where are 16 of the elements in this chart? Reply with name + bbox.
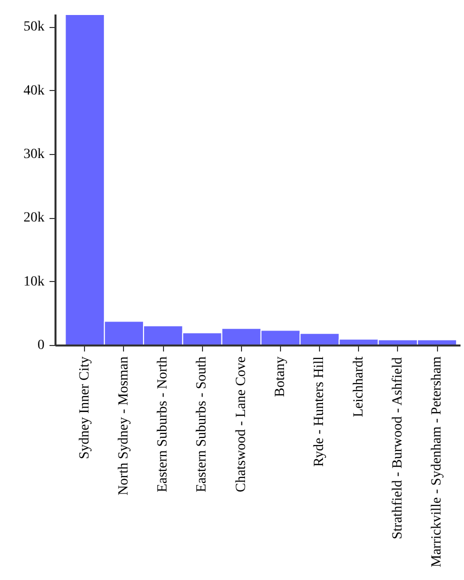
x-tick-label: Leichhardt (351, 356, 366, 418)
y-tick-label: 10k (24, 274, 44, 290)
x-tick-label: Botany (273, 356, 288, 397)
x-tick-label: North Sydney - Mosman (116, 356, 132, 496)
y-tick-label: 0 (38, 338, 44, 353)
y-tick-label: 20k (24, 210, 44, 226)
x-tick-label: Strathfield - Burwood - Ashfield (390, 357, 406, 540)
x-tick-label: Chatswood - Lane Cove (234, 356, 249, 492)
y-tick-label: 30k (24, 147, 44, 162)
y-tick-label: 40k (24, 83, 44, 98)
x-tick-label: Marrickville - Sydenham - Petersham (430, 356, 445, 568)
x-tick-label: Eastern Suburbs - South (194, 356, 210, 492)
x-tick-label: Sydney Inner City (77, 356, 92, 460)
y-tick-label: 50k (24, 20, 44, 35)
x-tick-label: Ryde - Hunters Hill (312, 356, 328, 467)
x-tick-label: Eastern Suburbs - North (156, 356, 171, 492)
